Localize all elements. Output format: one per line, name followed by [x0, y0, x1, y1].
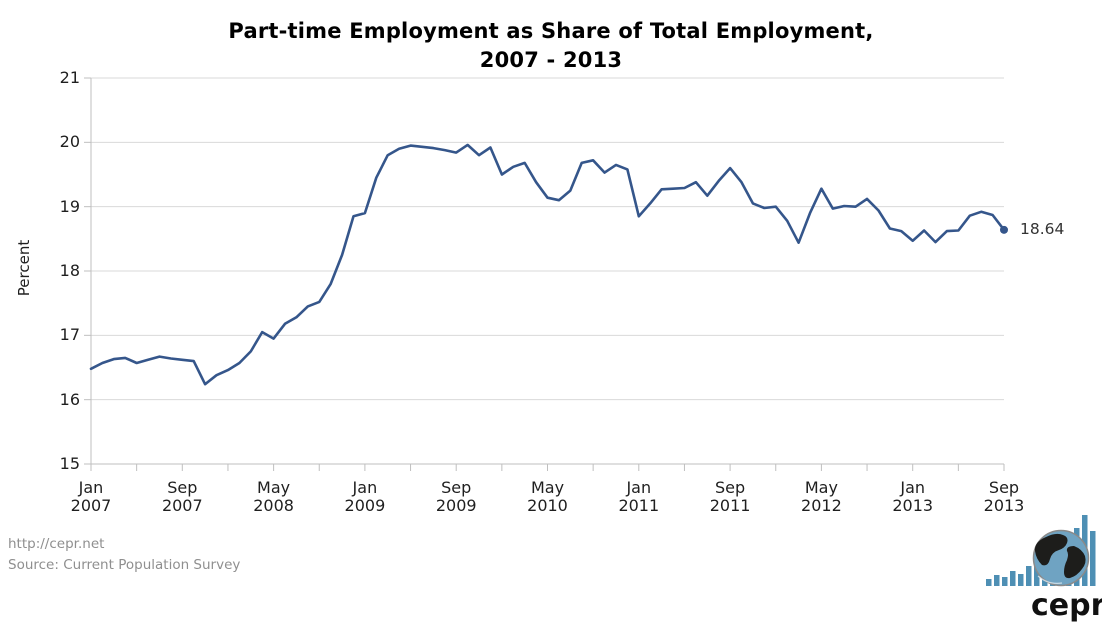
chart-title-line2: 2007 - 2013	[479, 48, 623, 72]
data-line	[89, 143, 1006, 386]
logo-bar	[986, 579, 992, 586]
logo-bar	[994, 575, 1000, 586]
logo-bar	[1010, 571, 1016, 586]
y-axis-tick-label: 18	[59, 261, 80, 280]
y-axis-tick-label: 16	[59, 389, 80, 409]
logo-bar	[1090, 531, 1096, 586]
x-axis-tick-label: Sep 2013	[983, 478, 1025, 515]
y-axis-tick-label: 17	[59, 325, 80, 345]
x-axis-tick-label: May 2010	[527, 478, 568, 515]
y-axis-tick-label: 20	[59, 132, 80, 152]
x-axis-tick-label: Sep 2007	[161, 478, 203, 515]
chart-title-line1: Part-time Employment as Share of Total E…	[228, 19, 874, 43]
y-axis-title: Percent	[15, 239, 33, 297]
y-axis-tick-label: 15	[59, 454, 80, 473]
x-axis-tick-label: Sep 2011	[709, 478, 751, 515]
x-axis-tick-label: Jan 2009	[344, 478, 386, 515]
chart-title: Part-time Employment as Share of Total E…	[0, 17, 1102, 75]
last-point-marker	[1000, 225, 1008, 234]
source-url: http://cepr.net	[8, 536, 105, 552]
x-axis-tick-label: May 2012	[801, 478, 842, 515]
x-axis-tick-label: May 2008	[253, 478, 294, 515]
source-note: Source: Current Population Survey	[8, 557, 241, 573]
x-axis-tick-label: Jan 2007	[70, 478, 112, 515]
cepr-logo-text: cepr	[1031, 588, 1102, 623]
y-axis-tick-label: 19	[59, 196, 80, 216]
last-point-data-label: 18.64	[1020, 219, 1065, 238]
x-axis-tick-label: Jan 2013	[892, 478, 934, 515]
x-axis-tick-label: Sep 2009	[435, 478, 477, 515]
cepr-logo: cepr	[986, 515, 1102, 623]
logo-bar	[1026, 566, 1032, 586]
x-axis-tick-label: Jan 2011	[618, 478, 660, 515]
logo-bar	[1018, 574, 1024, 586]
y-axis-tick-label: 21	[59, 68, 80, 87]
logo-bar	[1002, 577, 1008, 586]
globe-icon	[1032, 529, 1090, 587]
